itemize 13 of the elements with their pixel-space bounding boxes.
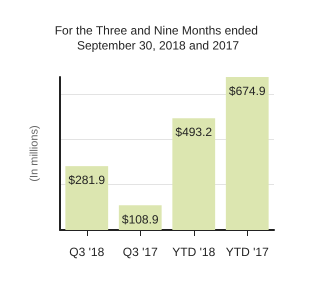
bar xyxy=(226,77,269,230)
bar xyxy=(172,118,216,230)
chart-title: For the Three and Nine Months ended September 30, 2018 and 2017 xyxy=(54,24,262,52)
x-tick-label: YTD '17 xyxy=(226,245,270,259)
x-tick-label: Q3 '17 xyxy=(122,245,158,259)
x-tick-label: YTD '18 xyxy=(172,245,216,259)
y-axis-title: (In millions) xyxy=(28,125,40,182)
data-label: $674.9 xyxy=(228,84,266,98)
x-tick-label: Q3 '18 xyxy=(69,245,105,259)
data-label: $108.9 xyxy=(122,212,159,226)
data-label: $493.2 xyxy=(175,125,212,140)
bar xyxy=(65,166,108,230)
data-label: $281.9 xyxy=(68,173,106,188)
